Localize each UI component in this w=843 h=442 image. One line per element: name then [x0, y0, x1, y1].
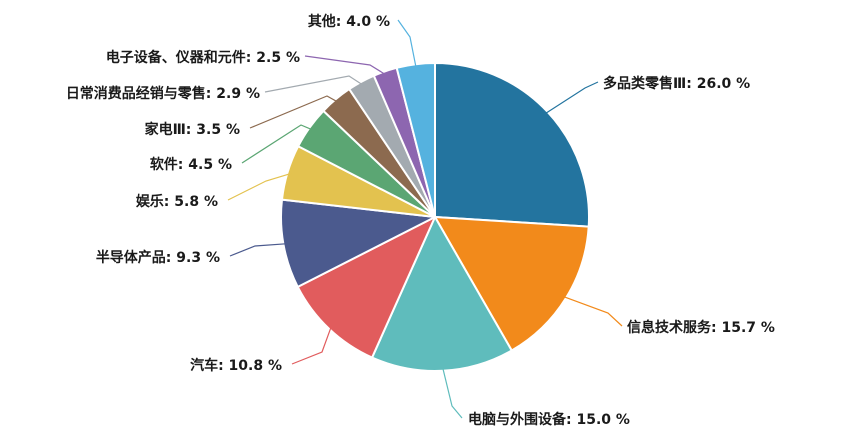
slice-labels: 多品类零售Ⅲ: 26.0 % 信息技术服务: 15.7 % 电脑与外围设备: 15.…: [66, 13, 775, 428]
slice-label: 电子设备、仪器和元件: 2.5 %: [106, 49, 300, 66]
pie-slice: [434, 216, 590, 352]
leader-line: [249, 95, 339, 129]
slice-label: 日常消费品经销与零售: 2.9 %: [66, 85, 260, 102]
slice-label: 汽车: 10.8 %: [190, 357, 282, 374]
leader-line: [304, 55, 387, 76]
pie-slices: [280, 62, 591, 372]
slice-label: 娱乐: 5.8 %: [136, 193, 218, 210]
slice-label: 其他: 4.0 %: [308, 13, 390, 30]
slice-label: 多品类零售Ⅲ: 26.0 %: [603, 75, 750, 92]
leader-line: [291, 325, 333, 365]
leader-lines: [227, 19, 623, 419]
pie-slice: [296, 216, 436, 359]
slice-label: 信息技术服务: 15.7 %: [627, 319, 775, 336]
slice-label: 家电Ⅲ: 3.5 %: [145, 121, 240, 138]
leader-line: [227, 172, 292, 201]
leader-line: [229, 243, 288, 257]
leader-line: [441, 366, 463, 419]
slice-label: 半导体产品: 9.3 %: [96, 249, 220, 266]
pie-slice: [434, 62, 591, 228]
leader-line: [397, 19, 417, 69]
leader-line: [543, 81, 599, 115]
pie-slice: [371, 216, 513, 372]
leader-line: [562, 295, 623, 327]
leader-line: [264, 75, 364, 93]
leader-line: [241, 124, 314, 164]
slice-label: 软件: 4.5 %: [150, 156, 232, 173]
slice-label: 电脑与外围设备: 15.0 %: [468, 411, 630, 428]
